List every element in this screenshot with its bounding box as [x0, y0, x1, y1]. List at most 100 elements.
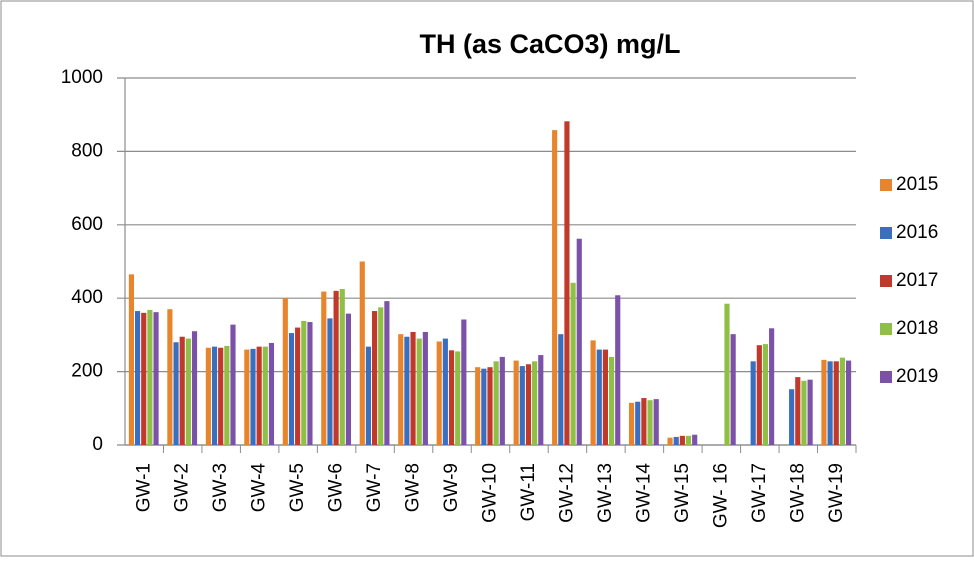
bar: [769, 328, 775, 445]
bar: [552, 130, 558, 445]
legend-swatch: [880, 179, 892, 191]
bar: [307, 322, 313, 445]
bar: [602, 349, 608, 445]
bar: [635, 401, 641, 445]
bar: [147, 309, 153, 445]
bar: [218, 347, 224, 445]
bar: [398, 334, 404, 445]
bar: [268, 342, 275, 445]
bar: [205, 347, 211, 445]
bar: [525, 364, 532, 445]
bar: [730, 334, 736, 445]
bar: [173, 342, 179, 445]
bar: [685, 435, 692, 445]
bar: [372, 311, 378, 445]
x-tick-label: GW-14: [633, 463, 654, 523]
bar: [448, 350, 455, 445]
bar: [167, 309, 173, 445]
legend-swatch: [880, 323, 892, 335]
bar: [558, 334, 564, 445]
bar: [250, 348, 256, 445]
bar: [570, 282, 576, 445]
bar: [141, 312, 147, 445]
bar: [653, 399, 659, 445]
legend-label: 2019: [896, 366, 938, 387]
bar: [475, 367, 481, 445]
bar: [590, 340, 596, 445]
bar: [404, 336, 410, 445]
bar: [301, 320, 307, 445]
bar: [461, 319, 467, 445]
y-tick-label: 1000: [61, 67, 103, 88]
x-tick-label: GW-12: [556, 463, 577, 523]
bar: [499, 356, 505, 445]
x-tick-label: GW-10: [480, 463, 501, 523]
bar: [762, 344, 769, 445]
bar: [532, 361, 538, 445]
bar: [789, 389, 795, 445]
x-tick-label: GW-17: [749, 463, 770, 523]
bar: [821, 359, 827, 445]
bar: [224, 345, 230, 445]
bar: [359, 261, 365, 445]
bar: [538, 355, 544, 445]
bar: [673, 436, 679, 445]
x-tick-label: GW-3: [210, 463, 231, 512]
bar: [333, 290, 339, 445]
x-tick-label: GW-15: [672, 463, 693, 523]
bar: [481, 368, 487, 445]
x-tick-label: GW-11: [518, 463, 539, 521]
bar: [455, 351, 461, 445]
bar: [756, 345, 762, 445]
bar: [436, 341, 442, 445]
bar: [576, 238, 582, 445]
y-tick-label: 600: [71, 214, 103, 235]
x-tick-label: GW-8: [403, 463, 424, 512]
legend-label: 2018: [896, 318, 938, 339]
bar: [339, 289, 345, 445]
x-tick-label: GW-2: [172, 463, 193, 512]
legend-label: 2015: [896, 174, 938, 195]
bar: [519, 366, 525, 445]
bar: [244, 349, 250, 445]
bar: [513, 360, 519, 445]
bar: [629, 402, 635, 445]
bar: [667, 437, 673, 445]
legend-swatch: [880, 371, 892, 383]
bar: [692, 434, 698, 445]
legend-swatch: [880, 227, 892, 239]
bar: [807, 379, 813, 445]
bar: [493, 361, 499, 445]
x-tick-label: GW-13: [595, 463, 616, 523]
bar: [295, 327, 301, 445]
bar: [128, 274, 135, 445]
x-tick-label: GW-18: [787, 463, 808, 523]
bar: [845, 360, 852, 445]
bar: [827, 361, 833, 445]
x-tick-label: GW- 16: [710, 463, 731, 528]
bar: [750, 361, 756, 445]
y-tick-label: 400: [71, 287, 103, 308]
bar: [833, 361, 839, 445]
bar: [442, 338, 448, 445]
x-tick-label: GW-6: [326, 463, 347, 512]
bar: [135, 311, 141, 445]
legend-label: 2016: [896, 222, 938, 243]
legend-swatch: [880, 275, 892, 287]
bar: [839, 357, 845, 445]
x-tick-label: GW-1: [133, 463, 154, 512]
bar: [327, 318, 333, 445]
bar: [321, 291, 327, 445]
bar: [679, 435, 685, 445]
bar: [795, 377, 801, 445]
x-tick-label: GW-4: [249, 463, 270, 513]
bar: [608, 356, 615, 445]
y-tick-label: 0: [92, 434, 103, 455]
bar: [564, 121, 570, 445]
bar: [422, 331, 428, 445]
bar: [615, 295, 621, 445]
bar: [724, 303, 730, 445]
bar: [365, 346, 372, 445]
